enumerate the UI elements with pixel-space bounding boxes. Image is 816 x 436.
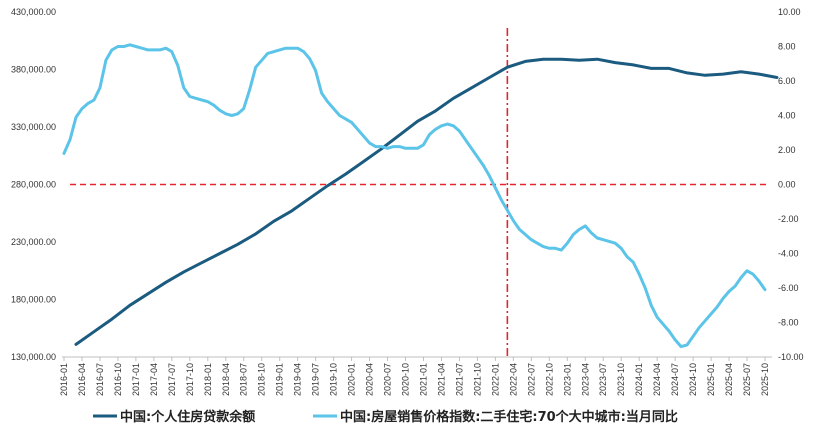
left-tick-label: 230,000.00 xyxy=(11,237,56,247)
series-line-loan-balance xyxy=(74,57,779,346)
legend-item-loan-balance: 中国:个人住房贷款余额 xyxy=(93,409,255,425)
right-tick-label: -2.00 xyxy=(778,214,799,224)
x-tick-label: 2023-04 xyxy=(580,363,590,396)
x-tick-label: 2024-10 xyxy=(688,363,698,396)
right-tick-label: -6.00 xyxy=(778,283,799,293)
x-tick-label: 2016-04 xyxy=(77,363,87,396)
x-tick-label: 2025-01 xyxy=(706,363,716,396)
x-tick-label: 2017-07 xyxy=(167,363,177,396)
x-tick-label: 2019-10 xyxy=(329,363,339,396)
legend-label-loan-balance: 中国:个人住房贷款余额 xyxy=(120,409,255,425)
legend: 中国:个人住房贷款余额 中国:房屋销售价格指数:二手住宅:70个大中城市:当月同… xyxy=(93,409,678,425)
x-tick-label: 2021-07 xyxy=(454,363,464,396)
x-tick-label: 2022-01 xyxy=(490,363,500,396)
x-tick-label: 2020-10 xyxy=(401,363,411,396)
x-tick-label: 2020-01 xyxy=(347,363,357,396)
left-tick-label: 430,000.00 xyxy=(11,7,56,17)
right-tick-label: 8.00 xyxy=(778,42,796,52)
left-tick-label: 330,000.00 xyxy=(11,122,56,132)
x-tick-label: 2019-04 xyxy=(293,363,303,396)
left-tick-label: 130,000.00 xyxy=(11,352,56,362)
x-tick-label: 2025-10 xyxy=(760,363,770,396)
legend-item-price-index: 中国:房屋销售价格指数:二手住宅:70个大中城市:当月同比 xyxy=(313,409,678,425)
x-tick-label: 2024-04 xyxy=(652,363,662,396)
x-axis: 2016-01 2016-04 2016-07 2016-10 2017-01 2017-… xyxy=(59,356,772,396)
x-tick-label: 2016-10 xyxy=(113,363,123,396)
x-tick-label: 2020-04 xyxy=(365,363,375,396)
right-tick-label: 6.00 xyxy=(778,76,796,86)
x-tick-label: 2025-04 xyxy=(724,363,734,396)
x-tick-label: 2021-10 xyxy=(472,363,482,396)
right-tick-label: 10.00 xyxy=(778,7,801,17)
x-tick-label: 2022-10 xyxy=(544,363,554,396)
right-tick-label: -10.00 xyxy=(778,352,804,362)
x-tick-label: 2023-10 xyxy=(616,363,626,396)
right-tick-label: -8.00 xyxy=(778,318,799,328)
x-tick-label: 2016-07 xyxy=(95,363,105,396)
x-tick-label: 2018-10 xyxy=(257,363,267,396)
left-y-axis: 130,000.00 180,000.00 230,000.00 280,000.00… xyxy=(11,7,56,362)
left-tick-label: 180,000.00 xyxy=(11,295,56,305)
x-tick-label: 2024-01 xyxy=(634,363,644,396)
x-tick-label: 2018-04 xyxy=(221,363,231,396)
right-tick-label: 0.00 xyxy=(778,180,796,190)
right-tick-label: 4.00 xyxy=(778,111,796,121)
legend-label-price-index: 中国:房屋销售价格指数:二手住宅:70个大中城市:当月同比 xyxy=(340,409,678,425)
x-tick-label: 2025-07 xyxy=(742,363,752,396)
right-tick-label: 2.00 xyxy=(778,145,796,155)
x-tick-label: 2019-01 xyxy=(275,363,285,396)
x-tick-label: 2017-01 xyxy=(131,363,141,396)
x-tick-label: 2023-01 xyxy=(562,363,572,396)
right-tick-label: -4.00 xyxy=(778,249,799,259)
x-tick-label: 2017-04 xyxy=(149,363,159,396)
series-line-price-index xyxy=(62,43,767,349)
x-tick-label: 2022-07 xyxy=(526,363,536,396)
left-tick-label: 280,000.00 xyxy=(11,180,56,190)
x-tick-label: 2021-01 xyxy=(418,363,428,396)
x-tick-label: 2023-07 xyxy=(598,363,608,396)
x-tick-label: 2024-07 xyxy=(670,363,680,396)
reference-lines xyxy=(70,28,770,357)
x-tick-label: 2022-04 xyxy=(508,363,518,396)
x-tick-label: 2019-07 xyxy=(311,363,321,396)
left-tick-label: 380,000.00 xyxy=(11,65,56,75)
x-tick-label: 2018-07 xyxy=(239,363,249,396)
x-tick-label: 2017-10 xyxy=(185,363,195,396)
x-tick-label: 2016-01 xyxy=(59,363,69,396)
series-layer xyxy=(62,43,779,349)
x-tick-label: 2020-07 xyxy=(383,363,393,396)
x-tick-label: 2021-04 xyxy=(436,363,446,396)
x-tick-label: 2018-01 xyxy=(203,363,213,396)
right-y-axis: -10.00 -8.00 -6.00 -4.00 -2.00 0.00 2.00 4.00 6.… xyxy=(778,7,804,362)
